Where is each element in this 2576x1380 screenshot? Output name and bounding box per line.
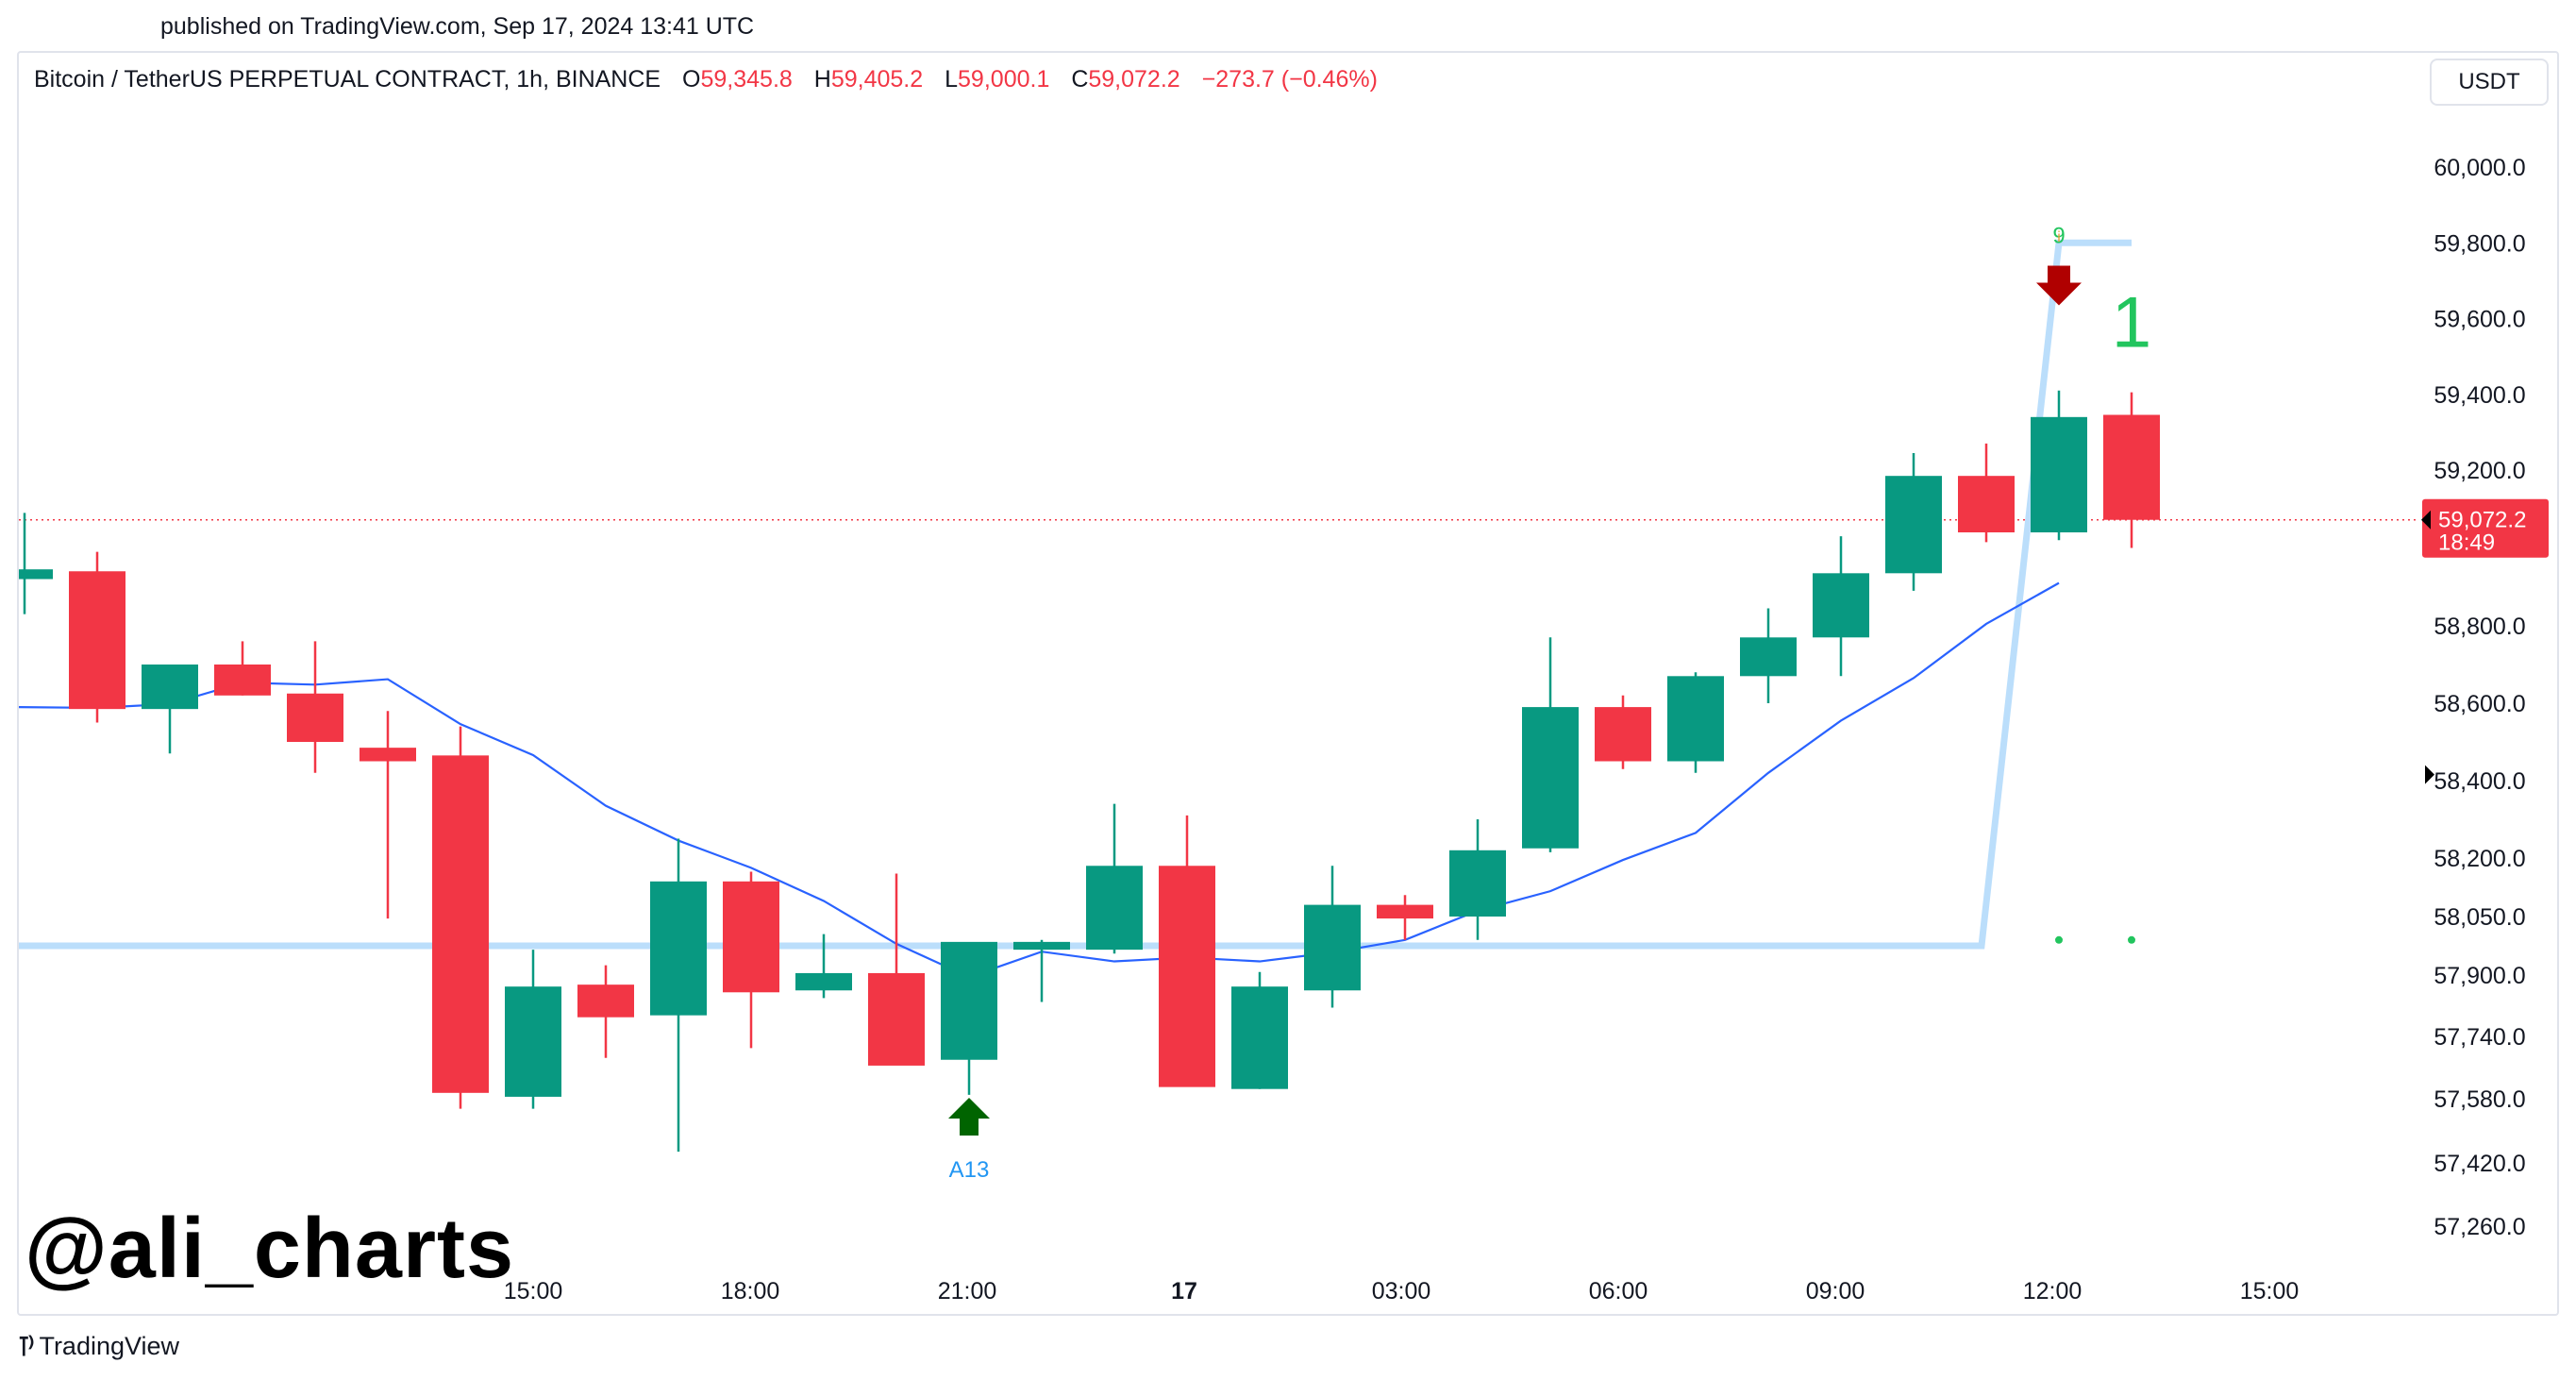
symbol-header: Bitcoin / TetherUS PERPETUAL CONTRACT, 1… [34, 66, 1378, 93]
price-axis-label: 57,580.0 [2434, 1086, 2525, 1113]
currency-button[interactable]: USDT [2430, 59, 2549, 106]
sequential-count-label: 1 [2112, 283, 2151, 363]
candle-body [1231, 986, 1288, 1089]
signal-dot [2055, 935, 2063, 944]
candle-body [19, 569, 53, 580]
candle-body [287, 693, 343, 742]
candle-body [1086, 866, 1143, 951]
price-axis-label: 58,200.0 [2434, 846, 2525, 872]
time-axis-label: 15:00 [504, 1278, 563, 1304]
low-label: L [945, 66, 959, 93]
candle-body [1813, 573, 1869, 638]
candle-body [1885, 476, 1942, 574]
open-label: O [682, 66, 701, 93]
candle-body [795, 972, 852, 991]
candle-body [1522, 707, 1579, 849]
price-axis-label: 57,900.0 [2434, 963, 2525, 989]
price-axis-label: 60,000.0 [2434, 155, 2525, 181]
candle-body [1595, 707, 1651, 762]
signal-dot [2128, 935, 2135, 944]
watermark: @ali_charts [25, 1202, 515, 1296]
price-axis-label: 59,200.0 [2434, 458, 2525, 484]
candle-body [868, 972, 925, 1066]
last-price-value: 59,072.2 [2438, 508, 2526, 533]
price-axis-label: 57,260.0 [2434, 1214, 2525, 1240]
buy-arrow-icon [948, 1098, 990, 1136]
price-axis-label: 57,420.0 [2434, 1151, 2525, 1177]
time-axis-label: 12:00 [2023, 1278, 2083, 1304]
candle-body [214, 665, 271, 696]
low-value: 59,000.1 [958, 66, 1050, 93]
candle-body [1449, 850, 1506, 917]
open-value: 59,345.8 [700, 66, 793, 93]
candle-body [577, 985, 634, 1018]
time-axis-label: 03:00 [1372, 1278, 1431, 1304]
stop-line [19, 239, 2132, 950]
info-marker-icon: i [2057, 229, 2061, 245]
candle-body [69, 571, 125, 710]
time-axis-label: 21:00 [938, 1278, 997, 1304]
tradingview-logo-icon: ⊺⁾ [17, 1332, 35, 1361]
price-axis-label: 58,050.0 [2434, 904, 2525, 931]
high-label: H [813, 66, 831, 93]
published-note: published on TradingView.com, Sep 17, 20… [160, 13, 755, 40]
last-price-tag [2422, 498, 2549, 558]
buy-signal-label: A13 [949, 1157, 990, 1183]
price-axis-label: 59,400.0 [2434, 382, 2525, 409]
sell-count-label: 9 [2052, 223, 2065, 248]
candle-body [1013, 941, 1070, 951]
time-axis-label: 15:00 [2240, 1278, 2300, 1304]
time-axis-label: 17 [1171, 1278, 1197, 1304]
candle-body [723, 881, 779, 993]
price-axis-label: 58,600.0 [2434, 691, 2525, 717]
candle-body [505, 986, 561, 1097]
scale-marker-icon [2425, 765, 2434, 784]
candle-body [2103, 414, 2160, 520]
tradingview-brand: TradingView [39, 1332, 180, 1360]
candle-body [1958, 476, 2015, 532]
tradingview-logo[interactable]: ⊺⁾ TradingView [17, 1331, 179, 1362]
close-value: 59,072.2 [1088, 66, 1180, 93]
candle-body [1159, 866, 1215, 1087]
price-axis-label: 58,800.0 [2434, 614, 2525, 640]
chart-frame[interactable] [17, 51, 2559, 1316]
candle-body [1740, 637, 1797, 677]
price-axis-label: 59,600.0 [2434, 307, 2525, 333]
symbol-title[interactable]: Bitcoin / TetherUS PERPETUAL CONTRACT, 1… [34, 66, 661, 93]
time-axis-label: 06:00 [1589, 1278, 1648, 1304]
candle-body [1667, 676, 1724, 762]
last-price-pointer-icon [2421, 510, 2431, 530]
candle-body [2031, 416, 2087, 532]
candle-body [1377, 904, 1433, 919]
price-axis-label: 57,740.0 [2434, 1024, 2525, 1051]
price-axis-label: 59,800.0 [2434, 230, 2525, 257]
countdown-timer: 18:49 [2438, 530, 2495, 556]
close-label: C [1071, 66, 1089, 93]
candle-body [941, 941, 997, 1060]
high-value: 59,405.2 [830, 66, 924, 93]
candle-body [650, 881, 707, 1016]
change-value: −273.7 (−0.46%) [1201, 66, 1378, 93]
candle-body [1304, 904, 1361, 991]
candle-body [142, 665, 198, 710]
price-axis-label: 58,400.0 [2434, 768, 2525, 795]
time-axis-label: 09:00 [1806, 1278, 1865, 1304]
sell-arrow-icon [2036, 265, 2082, 306]
candle-body [360, 748, 416, 762]
candle-body [432, 755, 489, 1093]
time-axis-label: 18:00 [721, 1278, 780, 1304]
